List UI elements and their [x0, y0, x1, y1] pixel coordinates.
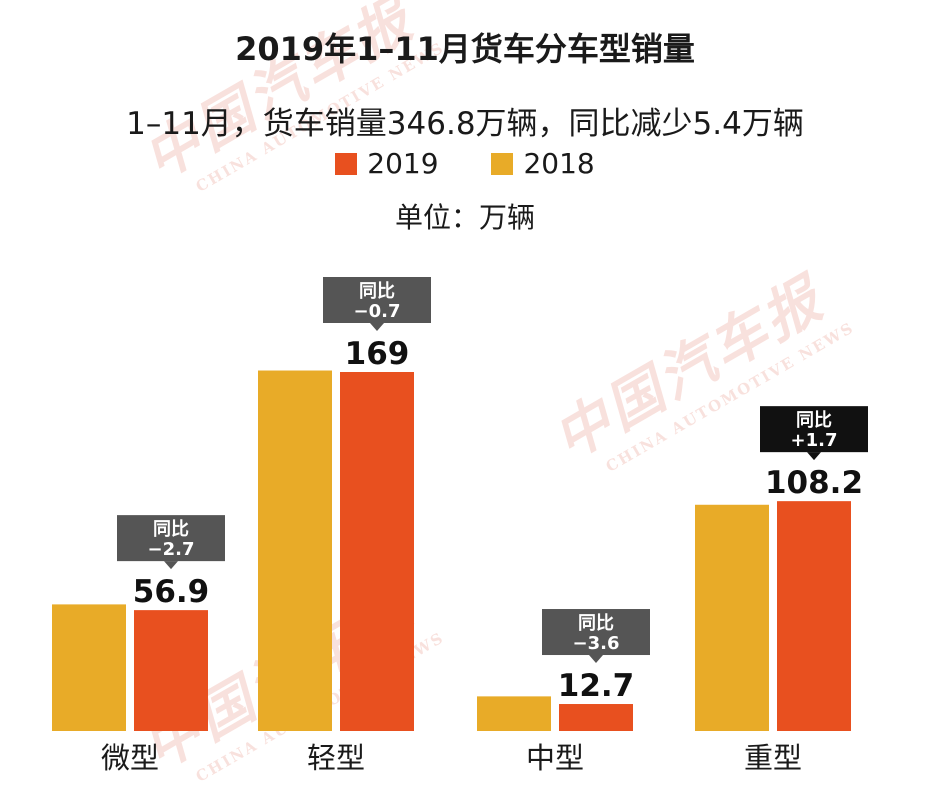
callout-line2: +1.7 [791, 430, 838, 451]
bar-2018-0 [52, 604, 126, 731]
callout-line2: −3.6 [573, 633, 620, 654]
callout-box [117, 515, 225, 562]
legend-swatch-2018 [491, 152, 514, 175]
callout-line2: −2.7 [148, 539, 195, 560]
category-label: 重型 [744, 741, 802, 775]
data-label: 56.9 [133, 574, 210, 610]
legend: 2019 2018 [0, 147, 930, 182]
callout-pointer [807, 452, 821, 461]
callout-line1: 同比 [578, 613, 614, 634]
bar-2018-3 [695, 504, 769, 731]
callout-pointer [589, 655, 603, 664]
bar-2019-1 [340, 372, 414, 731]
bar-2018-1 [258, 370, 332, 731]
callout-line2: −0.7 [354, 301, 401, 322]
bar-2018-2 [477, 696, 551, 731]
data-label: 169 [345, 336, 410, 372]
chart-subtitle: 1–11月，货车销量346.8万辆，同比减少5.4万辆 [126, 106, 804, 142]
chart-title: 2019年1–11月货车分车型销量 [235, 30, 695, 68]
data-label: 12.7 [558, 668, 635, 704]
callout-box [760, 406, 868, 453]
callout-line1: 同比 [359, 281, 395, 302]
legend-swatch-2019 [335, 152, 358, 175]
legend-label-2019: 2019 [367, 147, 439, 180]
legend-item-2018: 2018 [491, 147, 595, 180]
category-label: 轻型 [307, 741, 365, 775]
legend-label-2018: 2018 [523, 147, 595, 180]
callout-box [542, 609, 650, 656]
category-label: 微型 [101, 741, 159, 775]
data-label: 108.2 [765, 465, 863, 501]
category-label: 中型 [526, 741, 584, 775]
unit-label: 单位：万辆 [394, 201, 535, 234]
callout-box [323, 277, 431, 323]
callout-pointer [164, 561, 178, 570]
callout-line1: 同比 [796, 410, 832, 431]
callout-pointer [370, 323, 384, 331]
legend-item-2019: 2019 [335, 147, 439, 180]
callout-line1: 同比 [153, 519, 189, 540]
bar-2019-2 [559, 704, 633, 731]
bar-2019-3 [777, 501, 851, 731]
bar-2019-0 [134, 610, 208, 731]
